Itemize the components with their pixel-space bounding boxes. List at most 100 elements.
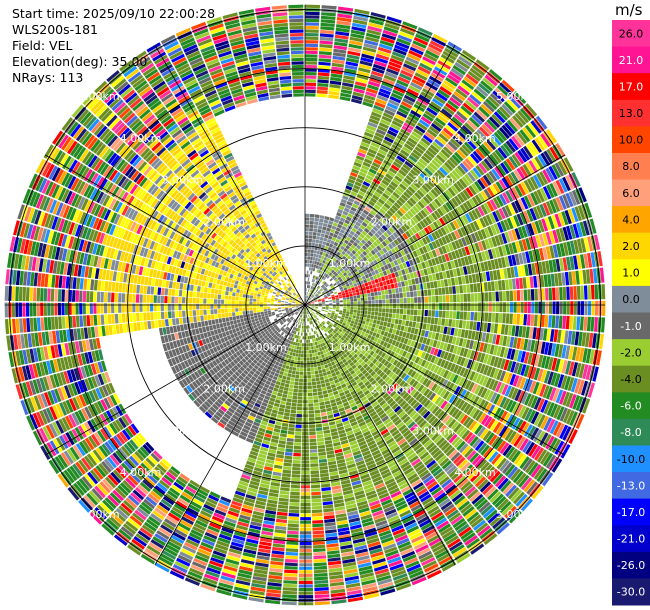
velocity-gate xyxy=(367,212,375,219)
velocity-gate xyxy=(267,582,282,587)
velocity-gate xyxy=(333,334,338,338)
velocity-gate xyxy=(480,143,491,155)
velocity-gate xyxy=(387,273,393,280)
velocity-gate xyxy=(284,558,298,563)
velocity-gate xyxy=(279,404,286,409)
velocity-gate xyxy=(530,340,536,352)
velocity-gate xyxy=(323,219,329,224)
velocity-gate xyxy=(435,184,445,193)
velocity-gate xyxy=(308,231,313,236)
velocity-gate xyxy=(291,406,297,410)
velocity-gate xyxy=(347,197,355,203)
velocity-gate xyxy=(388,289,392,294)
velocity-gate xyxy=(376,273,381,279)
velocity-gate xyxy=(452,220,460,229)
velocity-gate xyxy=(370,243,376,250)
velocity-gate xyxy=(388,313,393,318)
velocity-gate xyxy=(314,293,318,296)
velocity-gate xyxy=(401,485,412,493)
velocity-gate xyxy=(265,599,281,605)
velocity-gate xyxy=(377,267,383,273)
velocity-gate xyxy=(389,364,395,371)
velocity-gate xyxy=(246,490,257,497)
velocity-gate xyxy=(429,177,438,186)
velocity-gate xyxy=(323,287,328,291)
velocity-gate xyxy=(305,252,308,256)
velocity-gate xyxy=(307,329,309,333)
velocity-gate xyxy=(312,323,315,328)
velocity-gate xyxy=(483,121,495,133)
velocity-gate xyxy=(358,63,372,70)
velocity-gate xyxy=(310,285,313,290)
velocity-gate xyxy=(516,454,527,467)
velocity-gate xyxy=(539,187,549,201)
velocity-gate xyxy=(462,483,474,494)
velocity-gate xyxy=(392,277,397,284)
velocity-gate xyxy=(302,311,304,315)
velocity-gate xyxy=(384,546,398,554)
velocity-gate xyxy=(369,330,374,336)
velocity-gate xyxy=(375,375,381,382)
velocity-gate xyxy=(466,359,473,369)
velocity-gate xyxy=(368,307,372,312)
velocity-gate xyxy=(425,413,434,422)
velocity-gate xyxy=(245,494,256,500)
velocity-gate xyxy=(353,161,362,168)
velocity-gate xyxy=(307,310,309,314)
velocity-gate xyxy=(396,476,407,484)
velocity-gate xyxy=(263,436,271,442)
velocity-gate xyxy=(496,522,510,535)
velocity-gate xyxy=(408,321,413,327)
velocity-gate xyxy=(500,162,510,175)
velocity-gate xyxy=(316,90,328,94)
velocity-gate xyxy=(477,252,483,262)
velocity-gate xyxy=(385,421,394,428)
velocity-gate xyxy=(311,282,314,286)
velocity-gate xyxy=(211,515,224,523)
velocity-gate xyxy=(336,516,348,522)
velocity-gate xyxy=(353,312,357,316)
velocity-gate xyxy=(283,580,298,584)
velocity-gate xyxy=(471,383,479,394)
velocity-gate xyxy=(537,368,544,382)
velocity-gate xyxy=(313,402,320,407)
velocity-gate xyxy=(353,541,367,548)
velocity-gate xyxy=(517,183,526,196)
velocity-gate xyxy=(217,537,231,545)
velocity-gate xyxy=(325,273,329,278)
velocity-gate xyxy=(386,16,402,24)
velocity-gate xyxy=(311,491,321,496)
velocity-gate xyxy=(308,343,311,347)
velocity-gate xyxy=(328,297,332,300)
velocity-gate xyxy=(542,434,552,448)
velocity-gate xyxy=(347,319,352,323)
velocity-gate xyxy=(346,309,350,312)
velocity-gate xyxy=(395,354,402,361)
velocity-gate xyxy=(466,488,479,500)
velocity-gate xyxy=(463,302,468,311)
velocity-gate xyxy=(387,388,394,395)
velocity-gate xyxy=(300,513,311,517)
velocity-gate xyxy=(356,555,370,562)
velocity-gate xyxy=(378,325,383,330)
velocity-gate xyxy=(357,301,361,304)
velocity-gate xyxy=(287,395,293,399)
velocity-gate xyxy=(324,341,328,345)
velocity-gate xyxy=(311,335,314,339)
velocity-gate xyxy=(306,295,308,299)
velocity-gate xyxy=(373,60,387,68)
velocity-gate xyxy=(444,234,451,244)
velocity-gate xyxy=(217,502,229,510)
velocity-gate xyxy=(321,255,325,260)
velocity-gate xyxy=(511,135,522,149)
velocity-gate xyxy=(524,124,537,138)
velocity-gate xyxy=(511,254,517,266)
velocity-gate xyxy=(295,338,299,343)
velocity-gate xyxy=(451,319,456,328)
velocity-gate xyxy=(513,302,517,313)
velocity-gate xyxy=(369,284,373,289)
velocity-gate xyxy=(356,261,362,266)
velocity-gate xyxy=(431,432,440,441)
velocity-gate xyxy=(533,340,539,353)
velocity-gate xyxy=(434,66,448,76)
